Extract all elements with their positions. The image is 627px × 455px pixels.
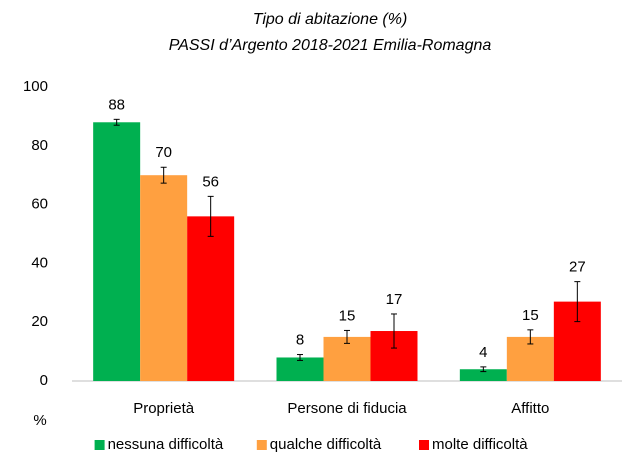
x-tick-label: Proprietà [133,400,195,417]
error-bar [113,118,120,126]
data-label: 15 [522,307,539,324]
bar [323,336,371,381]
legend-swatch [256,440,267,450]
data-label: 70 [155,144,172,161]
y-tick-label: 60 [31,196,48,213]
error-bar [207,195,214,237]
error-bar [160,166,167,184]
data-label: 88 [108,96,125,113]
data-label: 56 [202,173,219,190]
y-tick-label: 0 [40,372,48,389]
error-bar [480,366,487,373]
legend-label: molte difficoltà [432,436,528,453]
legend-label: nessuna difficoltà [108,436,224,453]
bar [459,369,507,381]
legend-swatch [94,440,105,450]
data-label: 27 [569,259,586,276]
bar [93,122,141,381]
y-tick-label: 100 [23,78,48,95]
data-label: 4 [479,344,487,361]
x-tick-label: Persone di fiducia [287,400,407,417]
y-tick-label: 80 [31,137,48,154]
error-bar [297,354,303,361]
bar [276,357,324,381]
bar [140,175,188,381]
data-label: 8 [296,332,304,349]
error-bar [574,281,581,323]
bar [187,216,235,381]
chart-title: Tipo di abitazione (%) [253,11,408,28]
data-label: 15 [339,307,356,324]
y-tick-label: 20 [31,313,48,330]
x-tick-label: Affitto [511,400,549,417]
legend-swatch [419,440,429,450]
y-axis-label: % [33,412,46,429]
error-bar [527,329,534,345]
legend-label: qualche difficoltà [270,436,382,453]
error-bar [344,329,350,344]
error-bar [391,313,397,349]
data-label: 17 [386,291,403,308]
y-tick-label: 40 [31,254,48,271]
chart-subtitle: PASSI d’Argento 2018-2021 Emilia-Romagna [169,37,492,54]
